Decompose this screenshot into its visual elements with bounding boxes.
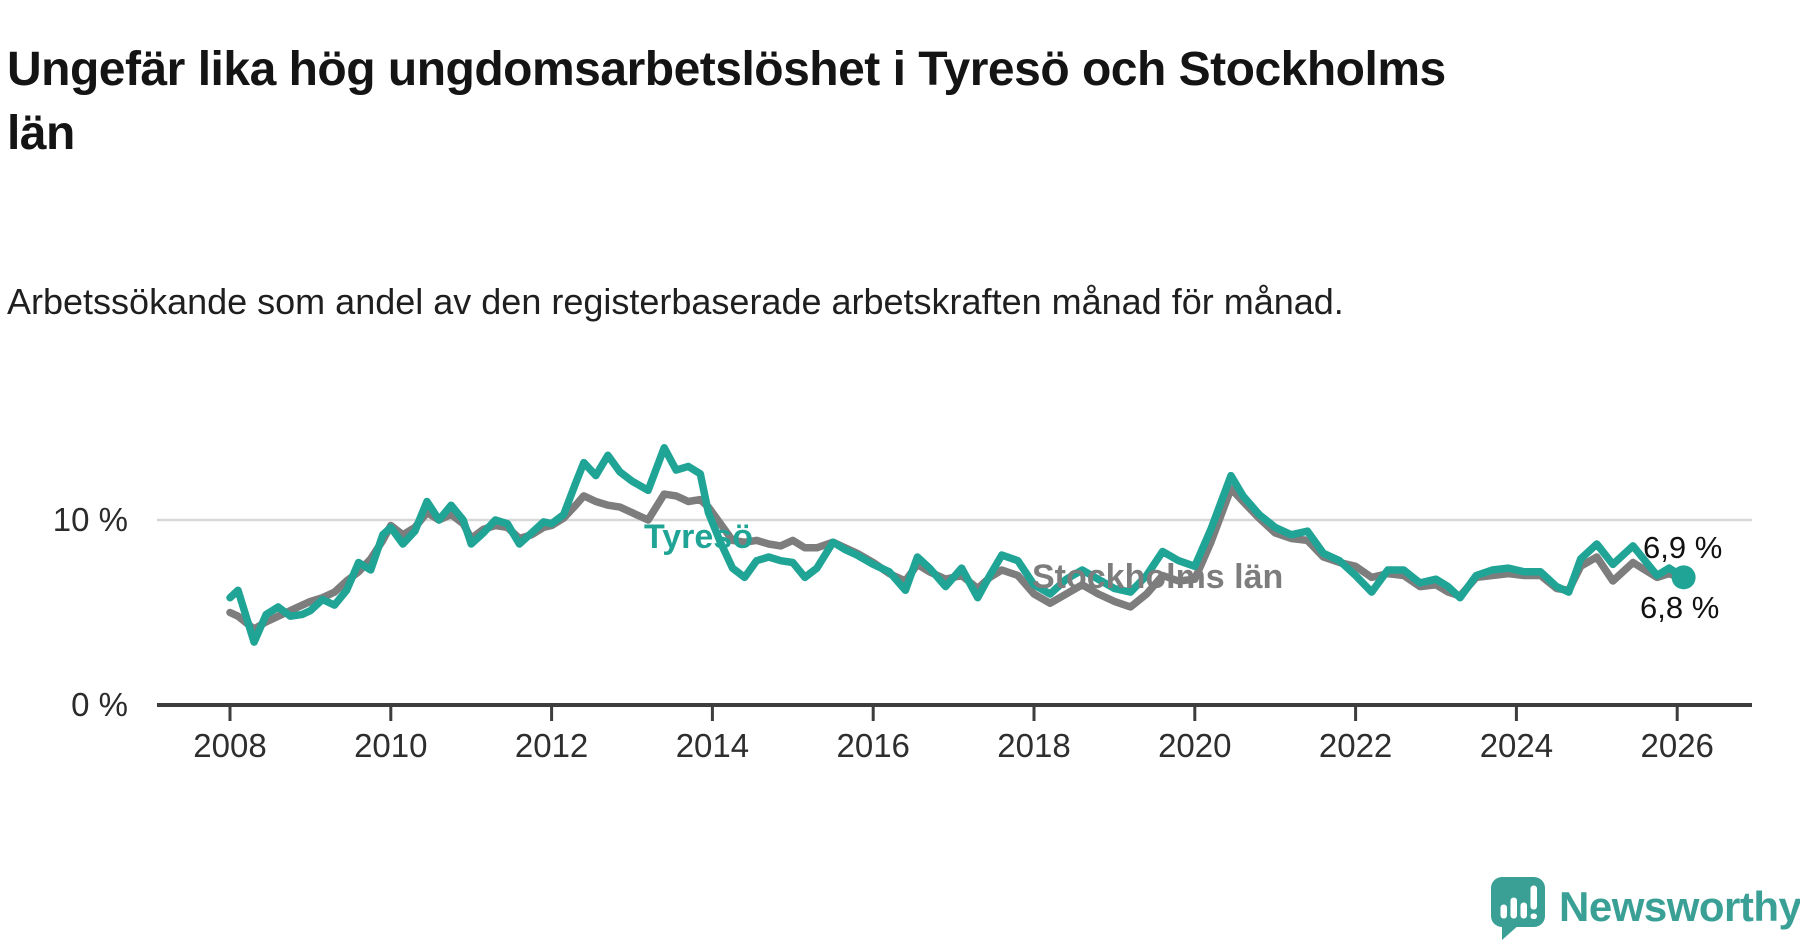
series-line-tyreso [226,444,1688,646]
y-axis-label-0: 0 % [71,686,128,723]
x-tick-label: 2014 [676,727,749,764]
end-value-stockholm: 6,8 % [1640,590,1720,625]
series-label-stockholm: Stockholms län [1032,558,1284,596]
x-tick-label: 2024 [1480,727,1553,764]
x-tick-label: 2008 [193,727,266,764]
x-tick-label: 2010 [354,727,427,764]
series-label-tyreso: Tyresö [644,518,753,556]
newsworthy-logo-icon [1491,877,1545,940]
y-axis-label-10: 10 % [52,501,128,538]
x-tick-label: 2026 [1640,727,1713,764]
x-tick-label: 2018 [997,727,1070,764]
latest-value-dot [1671,565,1696,590]
newsworthy-logo-text: Newsworthy [1559,883,1800,930]
chart-title: Ungefär lika hög ungdomsarbetslöshet i T… [7,43,1446,160]
end-value-tyreso: 6,9 % [1643,530,1723,565]
chart-subtitle: Arbetssökande som andel av den registerb… [7,281,1344,322]
x-tick-label: 2016 [836,727,909,764]
x-tick-label: 2012 [515,727,588,764]
x-tick-label: 2022 [1319,727,1392,764]
x-tick-label: 2020 [1158,727,1231,764]
newsworthy-logo: Newsworthy [1490,876,1800,942]
